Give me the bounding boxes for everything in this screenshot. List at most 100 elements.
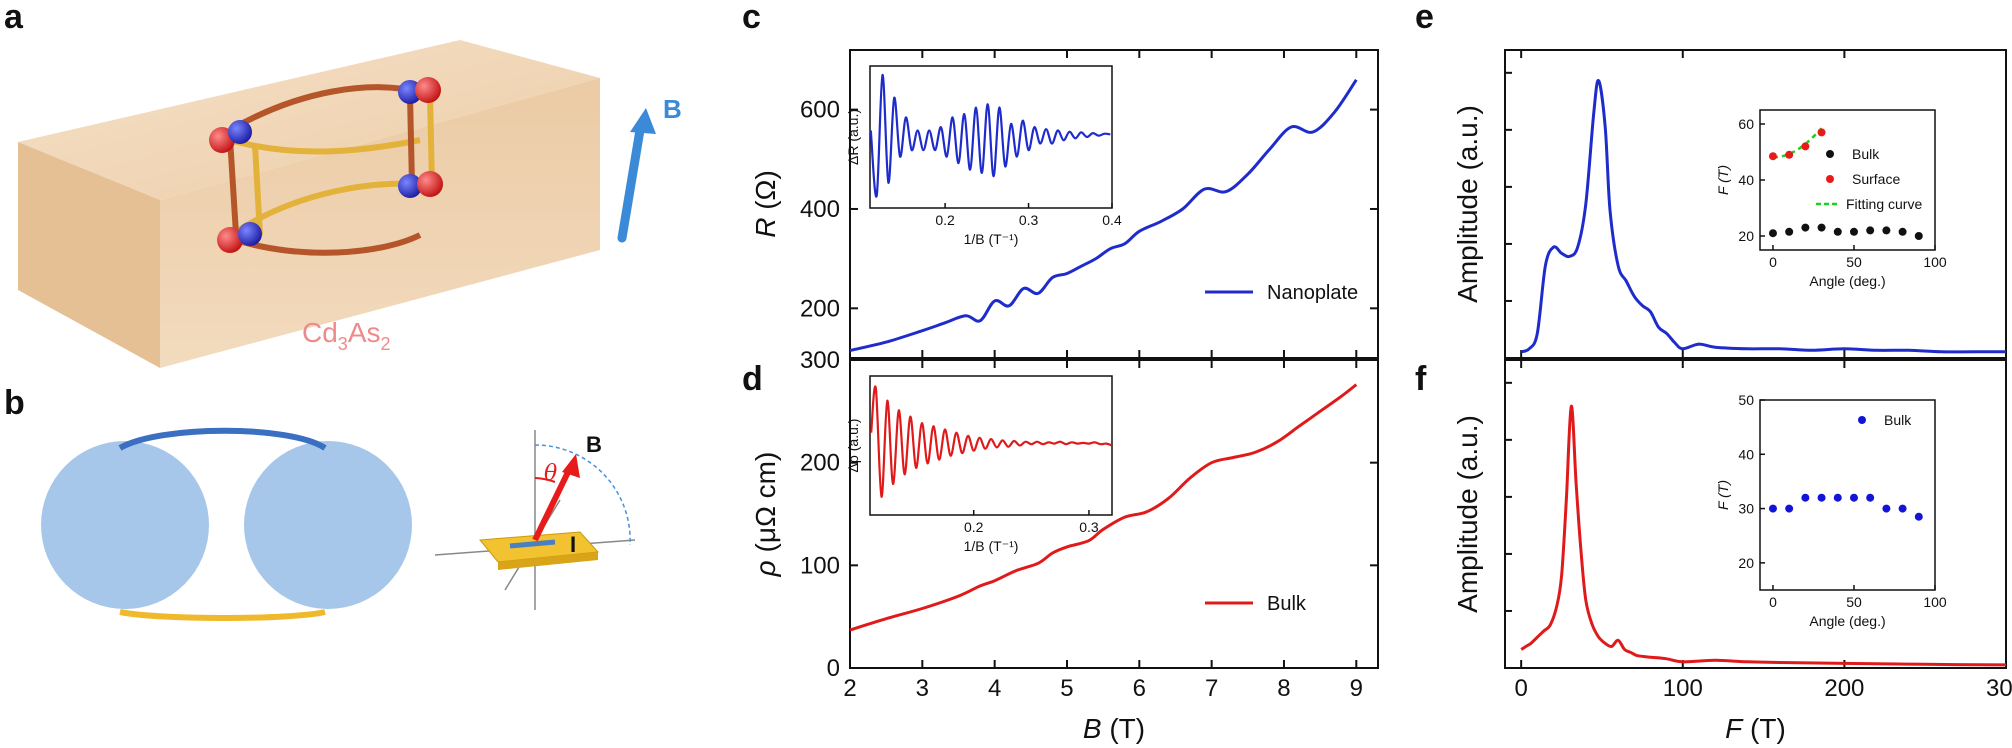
panel-label-c: c [742, 0, 761, 36]
inset-x-tick-label-d: 0.3 [1079, 519, 1099, 535]
panel-label-a: a [4, 0, 24, 36]
inset-bulk-point-e [1849, 227, 1858, 236]
plot-frame-e [1504, 49, 2007, 359]
current-label: I [570, 532, 576, 557]
inset-x-tick-label-f: 0 [1769, 594, 1777, 610]
inset-legend-label-e: Bulk [1852, 146, 1880, 162]
panel-label-b: b [4, 384, 25, 422]
inset-legend-swatch-e [1826, 150, 1834, 158]
inset-x-label-d: 1/B (T⁻¹) [964, 538, 1019, 554]
inset-bulk-point-f [1866, 493, 1875, 502]
inset-fit-curve-e [1772, 127, 1823, 159]
inset-y-label-e: F (T) [1715, 165, 1731, 195]
weyl-nodes [209, 77, 443, 253]
x-tick-label-f: 300 [1986, 675, 2012, 702]
inset-y-tick-label-e: 60 [1738, 116, 1754, 132]
inset-bulk-point-e [1898, 227, 1907, 236]
x-tick-label-f: 100 [1663, 675, 1703, 702]
plot-frame-f [1504, 359, 2007, 669]
field-arrow-a: B [617, 94, 682, 243]
chart-f: 0 100 200 300 F (T) Amplitude (a.u.) 0 50 100 Ang… [1452, 359, 2012, 744]
legend-label-d: Bulk [1267, 593, 1307, 615]
inset-bulk-point-e [1914, 232, 1923, 240]
inset-legend-label-f: Bulk [1884, 412, 1912, 428]
inset-x-label-f: Angle (deg.) [1809, 613, 1885, 629]
inset-frame-f [1759, 399, 1936, 591]
inset-d: 0.2 0.3 1/B (T⁻¹) Δρ (a.u.) [845, 375, 1113, 554]
y-tick-label-d: 100 [800, 552, 840, 579]
x-tick-label-d: 4 [988, 675, 1001, 702]
x-axis-unit-f: (T) [1742, 713, 1786, 744]
inset-line-c [869, 73, 1111, 198]
inset-x-tick-label-c: 0.3 [1019, 212, 1039, 228]
inset-legend-label-e: Surface [1852, 171, 1900, 187]
inset-legend-label-e: Fitting curve [1846, 196, 1922, 212]
inset-bulk-point-e [1833, 227, 1842, 236]
y-axis-label-e: Amplitude (a.u.) [1452, 105, 1483, 303]
x-tick-label-d: 5 [1060, 675, 1073, 702]
panel-label-f: f [1415, 360, 1427, 398]
inset-surface-point-e [1768, 152, 1777, 161]
inset-bulk-point-f [1833, 493, 1842, 502]
inset-x-label-e: Angle (deg.) [1809, 273, 1885, 289]
y-axis-unit-d: (μΩ cm) [750, 452, 781, 561]
inset-bulk-point-f [1914, 512, 1923, 521]
inset-y-tick-label-f: 30 [1738, 501, 1754, 517]
chart-e: Amplitude (a.u.) 0 50 100 Angle (deg.) 20 40 60… [1452, 49, 2007, 359]
y-axis-label-f: Amplitude (a.u.) [1452, 415, 1483, 613]
inset-y-tick-label-f: 40 [1738, 446, 1754, 462]
y-tick-label-d: 200 [800, 450, 840, 477]
x-tick-label-d: 2 [843, 675, 856, 702]
inset-x-tick-label-e: 50 [1846, 254, 1862, 270]
y-axis-unit-c: (Ω) [750, 170, 781, 217]
inset-x-tick-label-c: 0.2 [935, 212, 955, 228]
field-label-b: B [586, 432, 602, 457]
x-axis-label-f: F (T) [1725, 713, 1786, 744]
inset-y-label-f: F (T) [1715, 480, 1731, 510]
inset-bulk-point-e [1817, 223, 1826, 232]
inset-bulk-point-f [1849, 493, 1858, 502]
inset-f: 0 50 100 Angle (deg.) 20 30 40 50 F (T) Bulk [1715, 392, 1947, 629]
inset-y-label-c: ΔR (a.u.) [845, 109, 861, 165]
inset-y-tick-label-f: 50 [1738, 392, 1754, 408]
inset-c: 0.2 0.3 0.4 1/B (T⁻¹) ΔR (a.u.) [845, 65, 1122, 247]
inset-bulk-point-f [1801, 493, 1810, 502]
y-tick-label-c: 400 [800, 196, 840, 223]
y-tick-label-c: 600 [800, 97, 840, 124]
inset-x-tick-label-e: 100 [1923, 254, 1947, 270]
inset-bulk-point-e [1801, 223, 1810, 232]
inset-y-tick-label-e: 20 [1738, 228, 1754, 244]
inset-surface-point-e [1785, 150, 1794, 159]
plot-frame-d [849, 359, 1379, 669]
inset-bulk-point-f [1898, 504, 1907, 513]
y-tick-label-d: 300 [800, 347, 840, 374]
x-tick-label-d: 3 [916, 675, 929, 702]
inset-y-tick-label-e: 40 [1738, 172, 1754, 188]
material-label: Cd3As2 [302, 317, 391, 354]
inset-surface-point-e [1817, 128, 1826, 137]
inset-frame-e [1759, 109, 1936, 251]
x-tick-label-f: 200 [1824, 675, 1864, 702]
inset-bulk-point-f [1882, 504, 1891, 513]
x-tick-label-d: 6 [1133, 675, 1146, 702]
inset-x-tick-label-f: 50 [1846, 594, 1862, 610]
inset-legend-swatch-f [1858, 416, 1866, 424]
field-label-a: B [663, 94, 682, 124]
fermi-pockets [41, 427, 412, 621]
angle-label: θ [544, 461, 557, 486]
inset-e: 0 50 100 Angle (deg.) 20 40 60 F (T) Bulk Surface… [1715, 109, 1947, 289]
x-axis-unit-d: (T) [1102, 713, 1146, 744]
crystal-box [18, 40, 600, 368]
x-tick-label-d: 9 [1350, 675, 1363, 702]
inset-x-tick-label-e: 0 [1769, 254, 1777, 270]
y-axis-label-c: R (Ω) [750, 170, 781, 238]
inset-bulk-point-e [1866, 226, 1875, 235]
series-line-c [849, 78, 1358, 352]
y-axis-label-d: ρ (μΩ cm) [750, 452, 781, 578]
inset-legend-swatch-e [1826, 175, 1834, 183]
x-axis-label-d: B (T) [1083, 713, 1145, 744]
y-axis-var-d: ρ [750, 560, 781, 577]
inset-y-label-d: Δρ (a.u.) [845, 419, 861, 473]
x-tick-label-f: 0 [1514, 675, 1527, 702]
inset-frame-d [869, 375, 1113, 516]
